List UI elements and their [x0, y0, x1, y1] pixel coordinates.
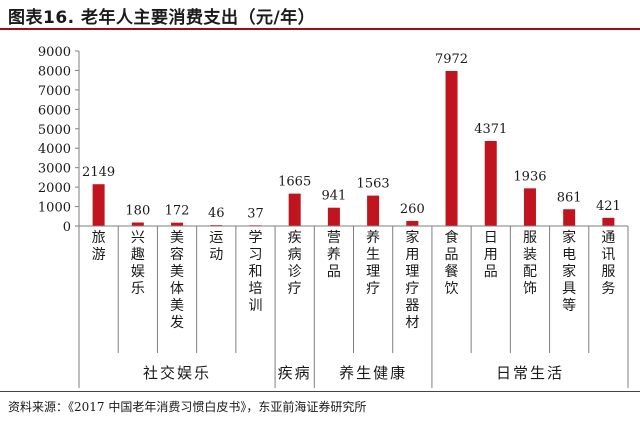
- category-label: 学习和培训: [248, 230, 262, 314]
- category-label: 营养品: [327, 230, 341, 280]
- bar: [445, 70, 458, 226]
- bar: [171, 222, 184, 226]
- data-label: 37: [247, 206, 264, 221]
- data-label: 1563: [357, 177, 390, 192]
- category-label: 日用品: [484, 230, 498, 280]
- group-label: 社交娱乐: [143, 364, 211, 382]
- data-label: 7972: [435, 52, 468, 67]
- category-label: 家用理疗器材: [405, 229, 419, 331]
- y-tick-label: 8000: [38, 64, 71, 79]
- data-label: 1665: [278, 175, 311, 190]
- bar: [523, 188, 536, 226]
- group-axis: 社交娱乐 疾病 养生健康 日常生活: [78, 353, 629, 388]
- y-axis: 0 1000 2000 3000 4000 5000 6000 7000 8000 9000: [38, 45, 80, 235]
- bar: [367, 195, 380, 226]
- bar: [92, 184, 105, 226]
- data-label: 4371: [474, 122, 507, 137]
- category-axis: 旅游 兴趣娱乐 美容美体美发 运动 学习和培训 疾病诊疗 营养品 养生理疗 家用理疗器材 食品餐饮…: [78, 225, 629, 353]
- y-tick-label: 2000: [38, 181, 71, 196]
- source-note: 资料来源：《2017 中国老年消费习惯白皮书》，东亚前海证券研究所: [8, 400, 367, 414]
- bar-chart: 0 1000 2000 3000 4000 5000 6000 7000 8000 9000 21…: [38, 45, 629, 388]
- y-tick-label: 5000: [38, 123, 71, 138]
- group-label: 养生健康: [339, 364, 407, 382]
- data-label: 260: [400, 202, 425, 217]
- title-divider: [0, 28, 640, 30]
- y-tick-label: 4000: [38, 142, 71, 157]
- bar: [406, 220, 419, 226]
- category-label: 通讯服务: [601, 230, 615, 297]
- y-tick-label: 9000: [38, 45, 71, 60]
- data-label: 172: [165, 204, 190, 219]
- group-label: 日常生活: [496, 364, 564, 382]
- data-label: 1936: [513, 169, 546, 184]
- figure-title: 图表16. 老年人主要消费支出（元/年）: [8, 8, 316, 28]
- bar: [602, 217, 615, 226]
- y-tick-label: 7000: [38, 84, 71, 99]
- category-label: 食品餐饮: [445, 229, 459, 297]
- category-label: 养生理疗: [366, 230, 380, 297]
- category-label: 疾病诊疗: [288, 230, 302, 297]
- category-label: 兴趣娱乐: [131, 230, 145, 297]
- y-tick-label: 0: [63, 220, 71, 235]
- y-tick-label: 6000: [38, 103, 71, 118]
- category-label: 旅游: [92, 230, 106, 263]
- category-label: 运动: [209, 230, 223, 263]
- y-tick-label: 3000: [38, 162, 71, 177]
- bar: [131, 222, 144, 226]
- bar: [288, 193, 301, 226]
- data-label: 941: [321, 189, 346, 204]
- data-label: 2149: [82, 165, 115, 180]
- value-labels: 2149 180 172 46 37 1665 941 1563 260 7972 4371 1936…: [82, 52, 621, 221]
- category-label: 美容美体美发: [170, 230, 184, 331]
- data-label: 421: [596, 199, 621, 214]
- figure-title-bar: 图表16. 老年人主要消费支出（元/年）: [0, 0, 640, 28]
- bar: [563, 209, 576, 226]
- bar: [484, 141, 497, 226]
- source-divider: [0, 391, 640, 392]
- bar: [327, 207, 340, 226]
- category-label: 服装配饰: [523, 230, 537, 297]
- data-label: 46: [208, 206, 225, 221]
- data-label: 861: [557, 190, 582, 205]
- group-label: 疾病: [278, 364, 312, 382]
- data-label: 180: [125, 204, 150, 219]
- category-label: 家电家具等: [562, 229, 576, 314]
- bar-series: [92, 70, 615, 226]
- y-tick-label: 1000: [38, 201, 71, 216]
